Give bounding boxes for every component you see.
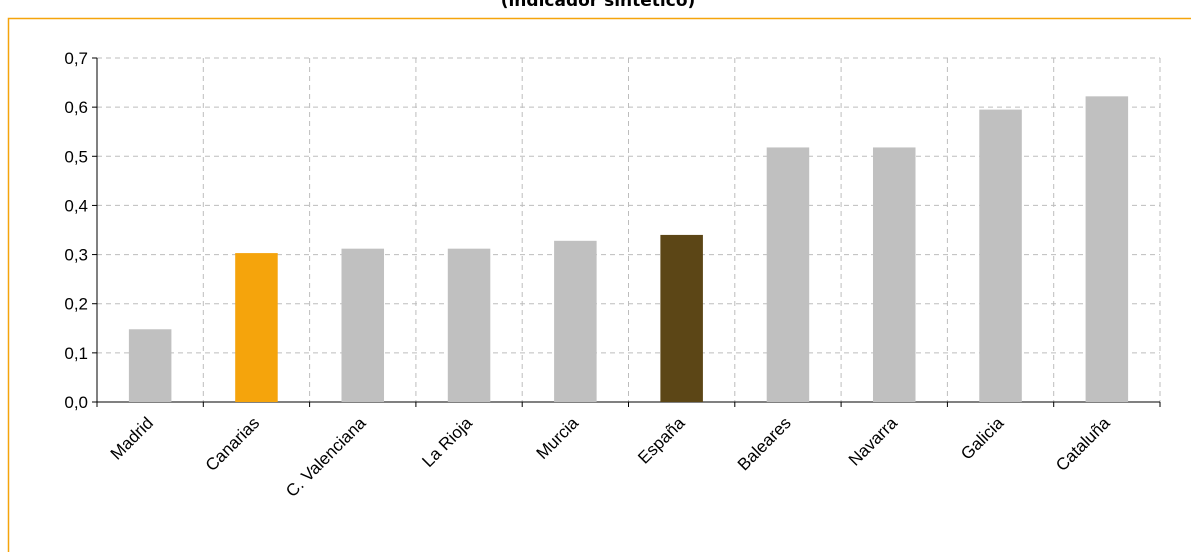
x-tick-label: Navarra (845, 413, 902, 470)
y-tick-label: 0,7 (64, 49, 88, 68)
bar (235, 253, 278, 402)
chart-title: (indicador sintético) (501, 0, 696, 11)
y-tick-label: 0,3 (64, 246, 88, 265)
bar (1085, 96, 1129, 403)
bar (447, 248, 491, 402)
bar (979, 109, 1022, 402)
y-tick-label: 0,6 (64, 98, 88, 117)
bar (766, 147, 810, 402)
x-tick-label: Baleares (734, 413, 795, 474)
x-tick-label: Cataluña (1052, 413, 1114, 475)
y-tick-label: 0,5 (64, 147, 88, 166)
y-tick-label: 0,2 (64, 295, 88, 314)
bar (660, 234, 703, 402)
bar (554, 240, 597, 402)
bar (341, 248, 385, 402)
frame (7, 17, 1191, 552)
x-tick-label: C. Valenciana (282, 413, 370, 501)
y-tick-label: 0,4 (64, 196, 88, 215)
x-tick-label: Galicia (957, 413, 1008, 464)
bar (128, 329, 172, 402)
x-tick-label: España (634, 413, 689, 468)
x-tick-label: Murcia (533, 413, 583, 463)
bar (872, 147, 916, 402)
x-tick-label: Canarias (202, 413, 264, 475)
y-tick-label: 0,0 (64, 393, 88, 412)
x-tick-label: La Rioja (418, 413, 476, 471)
y-tick-label: 0,1 (64, 344, 88, 363)
x-tick-label: Madrid (107, 413, 157, 463)
